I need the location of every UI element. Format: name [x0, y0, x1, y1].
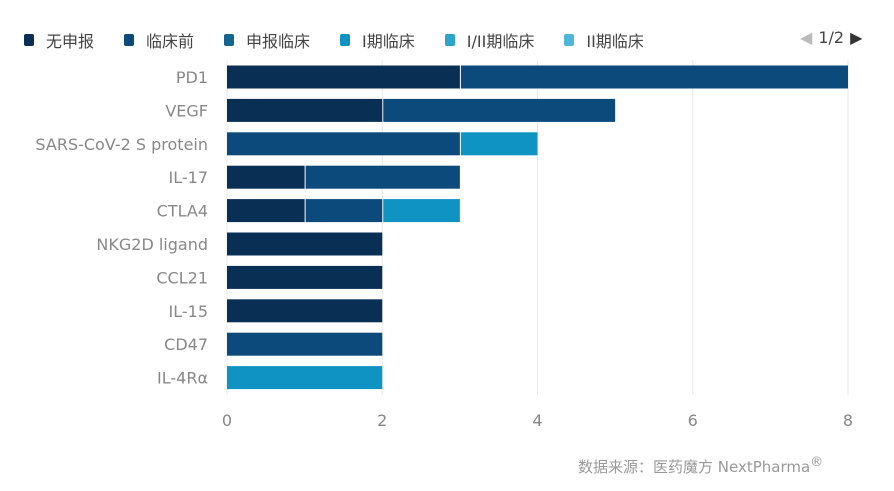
x-tick-label: 4 — [532, 411, 542, 430]
legend: 无申报 临床前 申报临床 I期临床 I/II期临床 II期临床 — [24, 28, 674, 52]
y-tick-label: NKG2D ligand — [96, 235, 208, 254]
legend-swatch — [564, 34, 575, 46]
source-note: 数据来源：医药魔方 NextPharma® — [578, 455, 823, 477]
bar-segment — [305, 199, 383, 223]
bar-segment — [227, 332, 383, 356]
source-text: 数据来源：医药魔方 NextPharma — [578, 458, 811, 476]
bar-segment — [227, 366, 383, 390]
legend-swatch — [124, 34, 135, 46]
bar-segment — [227, 299, 383, 323]
legend-swatch — [224, 34, 235, 46]
prev-page-icon[interactable]: ◀ — [800, 28, 813, 47]
legend-swatch — [444, 34, 455, 46]
x-tick-label: 8 — [843, 411, 853, 430]
bar-segment — [227, 132, 460, 156]
page-indicator: 1/2 — [818, 28, 845, 47]
bar-segment — [460, 65, 848, 89]
y-tick-label: CTLA4 — [157, 202, 208, 221]
legend-item[interactable]: 申报临床 — [224, 28, 310, 52]
y-tick-label: CCL21 — [156, 268, 208, 287]
legend-item[interactable]: 无申报 — [24, 28, 94, 52]
bar-segment — [227, 199, 305, 223]
y-tick-label: CD47 — [164, 335, 208, 354]
x-tick-label: 0 — [222, 411, 232, 430]
y-tick-label: IL-4Rα — [157, 369, 208, 388]
registered-mark: ® — [810, 455, 824, 470]
legend-item[interactable]: II期临床 — [564, 28, 644, 52]
bar-segment — [227, 165, 305, 189]
bar-segment — [383, 199, 460, 223]
legend-swatch — [340, 34, 351, 46]
legend-item[interactable]: I期临床 — [340, 28, 415, 52]
y-tick-label: IL-17 — [169, 168, 208, 187]
legend-item[interactable]: I/II期临床 — [444, 28, 535, 52]
legend-label: II期临床 — [586, 32, 644, 51]
next-page-icon[interactable]: ▶ — [850, 28, 863, 47]
legend-item[interactable]: 临床前 — [124, 28, 194, 52]
x-tick-label: 6 — [688, 411, 698, 430]
y-tick-label: SARS-CoV-2 S protein — [35, 135, 208, 154]
legend-label: I/II期临床 — [466, 32, 535, 51]
bar-segment — [383, 98, 616, 122]
legend-label: 申报临床 — [246, 32, 311, 51]
bar-segment — [305, 165, 460, 189]
y-tick-label: IL-15 — [169, 302, 208, 321]
y-tick-label: VEGF — [165, 101, 208, 120]
bar-segment — [227, 265, 383, 289]
legend-label: 无申报 — [46, 32, 95, 51]
legend-pager[interactable]: ◀ 1/2 ▶ — [800, 28, 862, 47]
bar-segment — [460, 132, 538, 156]
x-tick-label: 2 — [377, 411, 387, 430]
y-tick-label: PD1 — [176, 68, 208, 87]
bar-segment — [227, 98, 383, 122]
legend-label: 临床前 — [146, 32, 195, 51]
legend-label: I期临床 — [362, 32, 415, 51]
bar-segment — [227, 65, 460, 89]
bar-segment — [227, 232, 383, 256]
legend-swatch — [24, 34, 34, 46]
